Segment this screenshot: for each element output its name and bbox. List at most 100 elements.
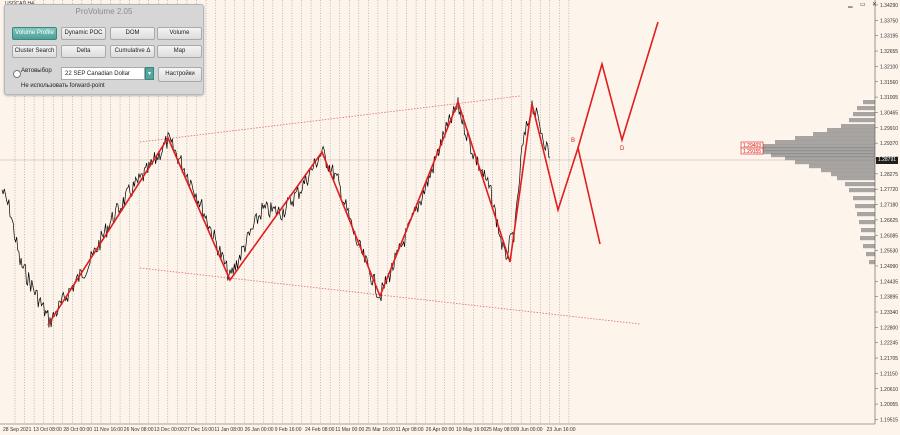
profile-bar	[860, 236, 875, 241]
volume-profile-button[interactable]: Volume Profile	[12, 27, 57, 40]
volume-profile	[743, 100, 875, 265]
profile-bar	[827, 128, 875, 133]
chevron-down-icon[interactable]: ▾	[145, 67, 154, 80]
price-axis: 1.34290 1.33750 1.33195 1.32655 1.32100 1.315…	[875, 3, 898, 423]
price-tick-label: 1.24990	[880, 264, 898, 270]
time-axis: 28 Sep 2021 13 Oct 08:00 28 Oct 00:00 11 No…	[3, 427, 576, 433]
price-tick-label: 1.22245	[880, 341, 898, 347]
price-tick-label: 1.20055	[880, 402, 898, 408]
profile-bar	[863, 244, 875, 249]
profile-bar	[785, 156, 875, 161]
price-tick-label: 1.22800	[880, 325, 898, 331]
dom-button[interactable]: DOM	[110, 27, 155, 40]
time-tick-label: 25 May 08:00	[486, 427, 517, 433]
time-tick-label: 25 Mar 16:00	[365, 427, 395, 433]
profile-bar	[849, 188, 875, 193]
price-tick-label: 1.21705	[880, 356, 898, 362]
wave-pattern-past	[47, 99, 601, 326]
time-tick-label: 26 Nov 08:00	[124, 427, 154, 433]
profile-label-upper: 1.29403	[743, 143, 761, 149]
cumulative-delta-button[interactable]: Cumulative Δ	[110, 45, 155, 58]
profile-bar	[757, 144, 875, 149]
time-tick-label: 9 Feb 16:00	[275, 427, 302, 433]
provolume-panel[interactable]: ProVolume 2.05 Volume Profile Dynamic PO…	[4, 4, 204, 95]
price-tick-label: 1.26085	[880, 233, 898, 239]
time-tick-label: 23 Jun 16:00	[547, 427, 576, 433]
profile-bar	[775, 140, 875, 145]
profile-bar	[857, 106, 875, 111]
profile-bar	[853, 196, 875, 201]
price-tick-label: 1.34290	[880, 3, 898, 9]
auto-select-label: Автовыбор	[21, 68, 52, 74]
price-tick-label: 1.31560	[880, 80, 898, 86]
time-tick-label: 13 Dec 00:00	[154, 427, 184, 433]
price-tick-label: 1.33195	[880, 34, 898, 40]
profile-label-lower: 1.29155	[743, 149, 761, 155]
time-tick-label: 11 Jan 08:00	[214, 427, 243, 433]
maximize-icon[interactable]: ▭	[860, 1, 866, 8]
price-tick-label: 1.32100	[880, 64, 898, 70]
price-tick-label: 1.19515	[880, 417, 898, 423]
time-tick-label: 26 Apr 00:00	[426, 427, 455, 433]
profile-bar	[863, 100, 875, 105]
price-tick-label: 1.25530	[880, 249, 898, 255]
profile-bar	[849, 118, 875, 123]
settings-button[interactable]: Настройки	[158, 67, 202, 82]
profile-bar	[821, 168, 875, 173]
wave-label-d: D	[620, 146, 625, 152]
time-tick-label: 13 Oct 08:00	[33, 427, 62, 433]
volume-button[interactable]: Volume	[157, 27, 202, 40]
price-tick-label: 1.27720	[880, 187, 898, 193]
close-icon[interactable]: ✕	[872, 1, 878, 8]
time-tick-label: 11 Mar 00:00	[335, 427, 364, 433]
profile-bar	[831, 172, 875, 177]
profile-bar	[853, 112, 875, 117]
price-tick-label: 1.31005	[880, 95, 898, 101]
time-tick-label: 11 Nov 16:00	[94, 427, 124, 433]
profile-bar	[795, 136, 875, 141]
dynamic-poc-button[interactable]: Dynamic POC	[61, 27, 106, 40]
price-tick-label: 1.28275	[880, 172, 898, 178]
profile-bar	[857, 212, 875, 217]
wave-forecast-up	[577, 21, 659, 149]
time-tick-label: 9 Jun 00:00	[516, 427, 542, 433]
price-tick-label: 1.26625	[880, 218, 898, 224]
profile-bar	[866, 252, 875, 257]
price-tick-label: 1.29370	[880, 141, 898, 147]
instrument-select[interactable]: 22 SEP Canadian Dollar	[61, 67, 145, 80]
price-tick-label: 1.27180	[880, 203, 898, 209]
price-tick-label: 1.29910	[880, 126, 898, 132]
price-tick-label: 1.30465	[880, 110, 898, 116]
delta-button[interactable]: Delta	[61, 45, 106, 58]
profile-bar	[845, 182, 875, 187]
time-tick-label: 28 Sep 2021	[3, 427, 32, 433]
profile-label-box	[740, 147, 764, 155]
profile-bar	[855, 204, 875, 209]
minimize-icon[interactable]: ▁	[848, 1, 853, 8]
profile-bar	[859, 220, 875, 225]
price-tick-label: 1.32655	[880, 49, 898, 55]
time-tick-label: 26 Jan 00:00	[245, 427, 274, 433]
profile-bar	[861, 228, 875, 233]
time-tick-label: 24 Feb 08:00	[305, 427, 335, 433]
wave-label-b: B	[571, 138, 575, 144]
cluster-search-button[interactable]: Cluster Search	[12, 45, 57, 58]
price-tick-label: 1.21150	[880, 371, 898, 377]
time-tick-label: 10 May 16:00	[456, 427, 487, 433]
profile-bar	[795, 160, 875, 165]
profile-bar	[743, 147, 875, 152]
panel-title: ProVolume 2.05	[75, 7, 133, 16]
time-tick-label: 27 Dec 16:00	[184, 427, 214, 433]
profile-bar	[755, 150, 875, 155]
forward-point-note: Не использовать forward-point	[21, 83, 105, 89]
price-tick-label: 1.20610	[880, 387, 898, 393]
price-tick-label: 1.24435	[880, 279, 898, 285]
profile-bar	[841, 124, 875, 129]
profile-bar	[813, 132, 875, 137]
profile-bar	[771, 153, 875, 158]
map-button[interactable]: Map	[157, 45, 202, 58]
profile-bar	[809, 164, 875, 169]
auto-select-checkbox[interactable]	[13, 70, 21, 78]
price-tick-label: 1.33750	[880, 18, 898, 24]
profile-bar	[869, 260, 875, 265]
